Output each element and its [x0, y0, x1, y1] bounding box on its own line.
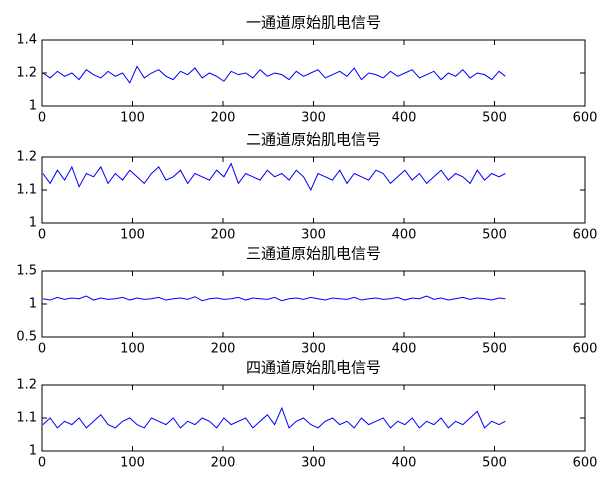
- y-tick-label: 1.2: [16, 378, 37, 393]
- y-tick-label: 1: [29, 444, 37, 459]
- x-tick-label: 0: [38, 456, 46, 471]
- y-tick-label: 0.5: [16, 330, 37, 345]
- x-tick-label: 200: [211, 456, 236, 471]
- x-tick-label: 200: [211, 342, 236, 357]
- signal-line: [42, 65, 506, 84]
- x-tick-label: 600: [573, 342, 598, 357]
- x-tick-label: 300: [301, 228, 326, 243]
- signal-line: [42, 162, 506, 192]
- x-tick-label: 100: [120, 456, 145, 471]
- x-tick-label: 300: [301, 111, 326, 126]
- x-tick-label: 400: [392, 456, 417, 471]
- x-tick-label: 500: [482, 342, 507, 357]
- x-tick-label: 300: [301, 342, 326, 357]
- y-tick-label: 1.2: [16, 150, 37, 165]
- subplot-title: 三通道原始肌电信号: [246, 245, 381, 263]
- axes-box: [42, 157, 585, 223]
- y-tick-label: 1.5: [16, 264, 37, 279]
- y-tick-label: 1.1: [16, 411, 37, 426]
- y-tick-label: 1.4: [16, 33, 37, 48]
- axes-box: [42, 40, 585, 106]
- x-tick-label: 500: [482, 111, 507, 126]
- x-tick-label: 200: [211, 228, 236, 243]
- y-tick-label: 1.1: [16, 183, 37, 198]
- signal-line: [42, 295, 506, 302]
- x-tick-label: 100: [120, 342, 145, 357]
- y-tick-label: 1.2: [16, 66, 37, 81]
- x-tick-label: 600: [573, 456, 598, 471]
- x-tick-label: 400: [392, 342, 417, 357]
- y-tick-label: 1: [29, 216, 37, 231]
- x-tick-label: 0: [38, 342, 46, 357]
- y-tick-label: 1: [29, 99, 37, 114]
- axes-box: [42, 271, 585, 337]
- x-tick-label: 500: [482, 456, 507, 471]
- x-tick-label: 100: [120, 111, 145, 126]
- x-tick-label: 200: [211, 111, 236, 126]
- subplot-title: 一通道原始肌电信号: [246, 14, 381, 32]
- x-tick-label: 300: [301, 456, 326, 471]
- x-tick-label: 500: [482, 228, 507, 243]
- subplot-title: 四通道原始肌电信号: [246, 359, 381, 377]
- y-tick-label: 1: [29, 297, 37, 312]
- x-tick-label: 400: [392, 228, 417, 243]
- x-tick-label: 600: [573, 111, 598, 126]
- x-tick-label: 0: [38, 111, 46, 126]
- x-tick-label: 0: [38, 228, 46, 243]
- x-tick-label: 400: [392, 111, 417, 126]
- subplot-title: 二通道原始肌电信号: [246, 131, 381, 149]
- x-tick-label: 600: [573, 228, 598, 243]
- x-tick-label: 100: [120, 228, 145, 243]
- axes-box: [42, 385, 585, 451]
- signal-line: [42, 406, 506, 429]
